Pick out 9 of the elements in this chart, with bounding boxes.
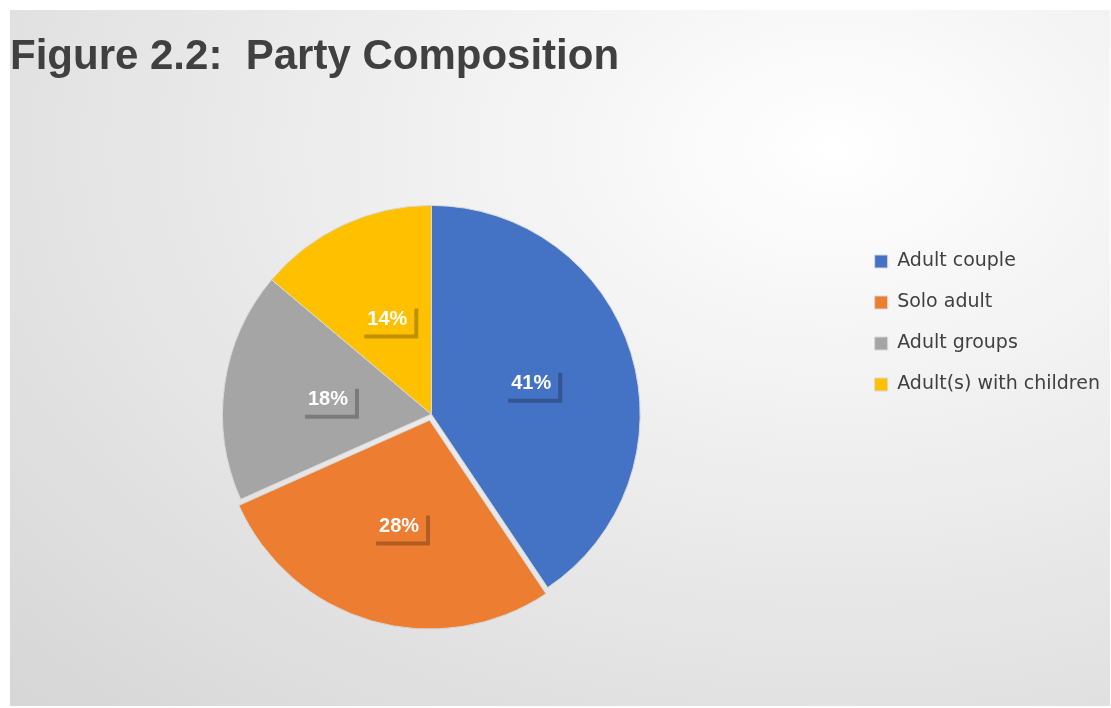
legend-label: Solo adult [897,289,993,312]
legend-label: Adult groups [897,330,1018,353]
data-label: 28% [379,514,420,537]
legend-label: Adult(s) with children [897,371,1100,394]
data-label: 41% [511,371,552,394]
legend-label: Adult couple [897,248,1016,271]
data-label: 18% [307,387,349,410]
data-label: 14% [367,307,408,330]
chart-title: Figure 2.2: Party Composition [10,30,620,78]
